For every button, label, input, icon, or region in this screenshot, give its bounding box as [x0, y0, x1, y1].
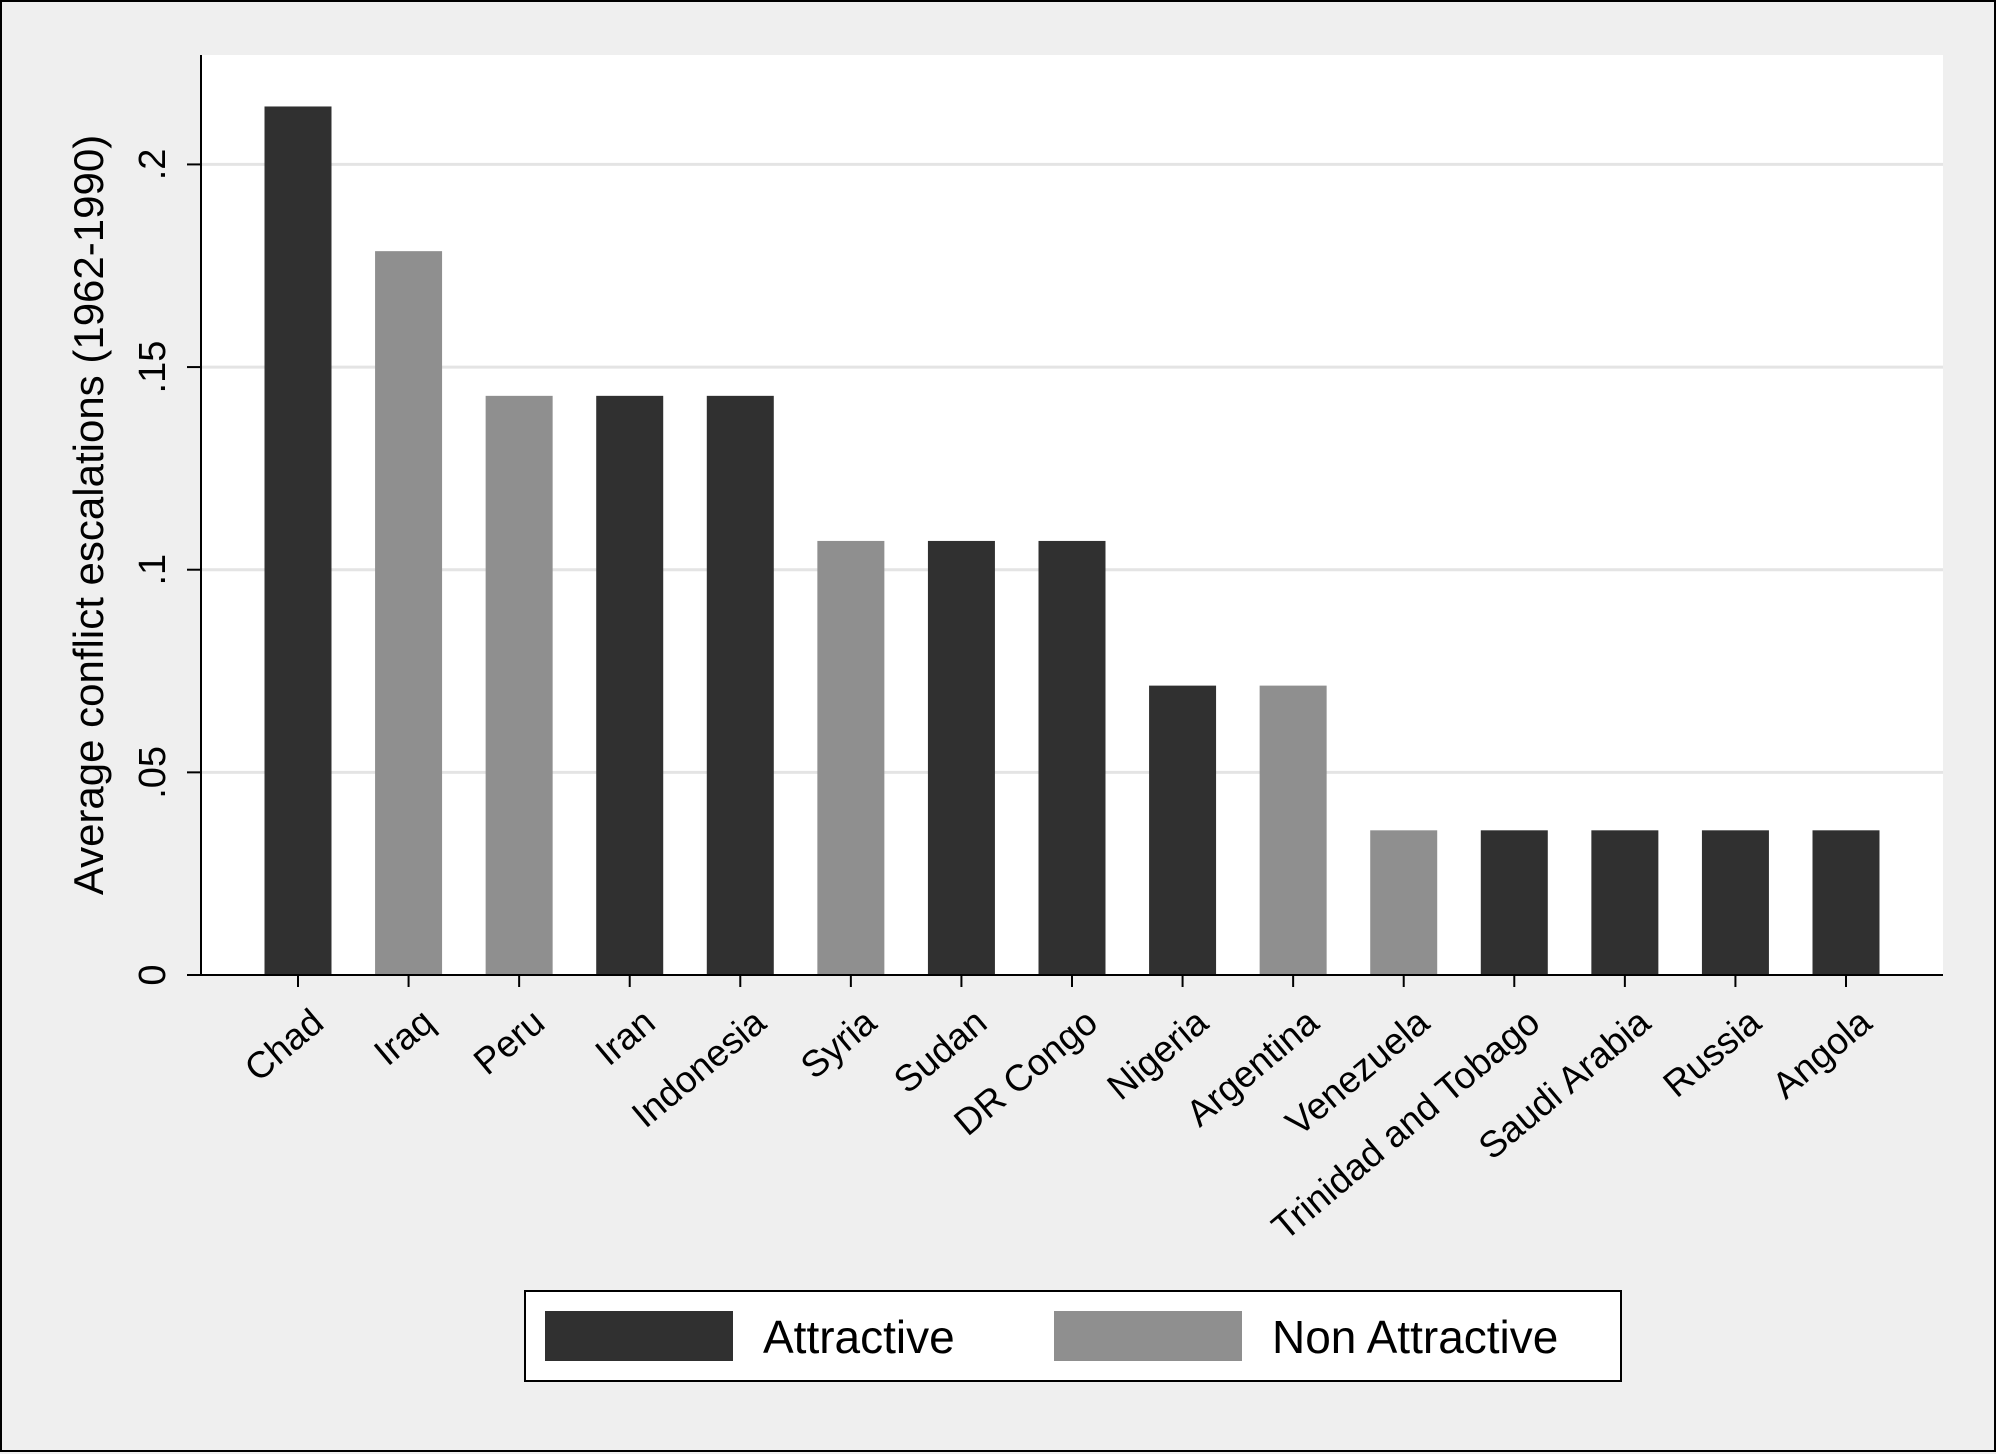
bar-iraq — [375, 251, 443, 976]
bar-trinidad-and-tobago — [1480, 830, 1548, 975]
bar-argentina — [1259, 685, 1327, 975]
x-tick-label: Angola — [1764, 1001, 1879, 1107]
bar-russia — [1701, 830, 1769, 975]
x-tick-label: Iran — [587, 1001, 662, 1073]
y-tick-label: .2 — [132, 149, 174, 181]
bar-syria — [817, 540, 885, 975]
y-tick-label: 0 — [132, 964, 174, 985]
x-tick-label: Syria — [793, 1001, 884, 1087]
bar-sudan — [927, 540, 995, 975]
bar-indonesia — [706, 395, 774, 975]
bar-nigeria — [1149, 685, 1217, 975]
bar-iran — [596, 395, 664, 975]
bar-peru — [485, 395, 553, 975]
y-axis-title: Average conflict escalations (1962-1990) — [65, 135, 112, 895]
x-tick-label: Chad — [237, 1001, 331, 1089]
x-tick-label: Iraq — [366, 1001, 441, 1073]
bars — [264, 106, 1880, 976]
bar-dr-congo — [1038, 540, 1106, 975]
bar-venezuela — [1370, 830, 1438, 975]
legend-swatch-attractive — [545, 1311, 733, 1361]
legend-label-non-attractive: Non Attractive — [1272, 1311, 1558, 1363]
y-ticks: 0 .05 .1 .15 .2 — [132, 149, 201, 986]
legend-label-attractive: Attractive — [763, 1311, 955, 1363]
bar-saudi-arabia — [1591, 830, 1659, 975]
y-tick-label: .05 — [132, 746, 174, 799]
bar-chad — [264, 106, 332, 975]
legend-swatch-non-attractive — [1054, 1311, 1242, 1361]
bar-angola — [1812, 830, 1880, 975]
x-tick-label: Peru — [466, 1001, 552, 1083]
y-tick-label: .15 — [132, 341, 174, 394]
legend: Attractive Non Attractive — [524, 1290, 1622, 1382]
y-tick-label: .1 — [132, 554, 174, 586]
x-tick-label: Russia — [1655, 1001, 1768, 1105]
